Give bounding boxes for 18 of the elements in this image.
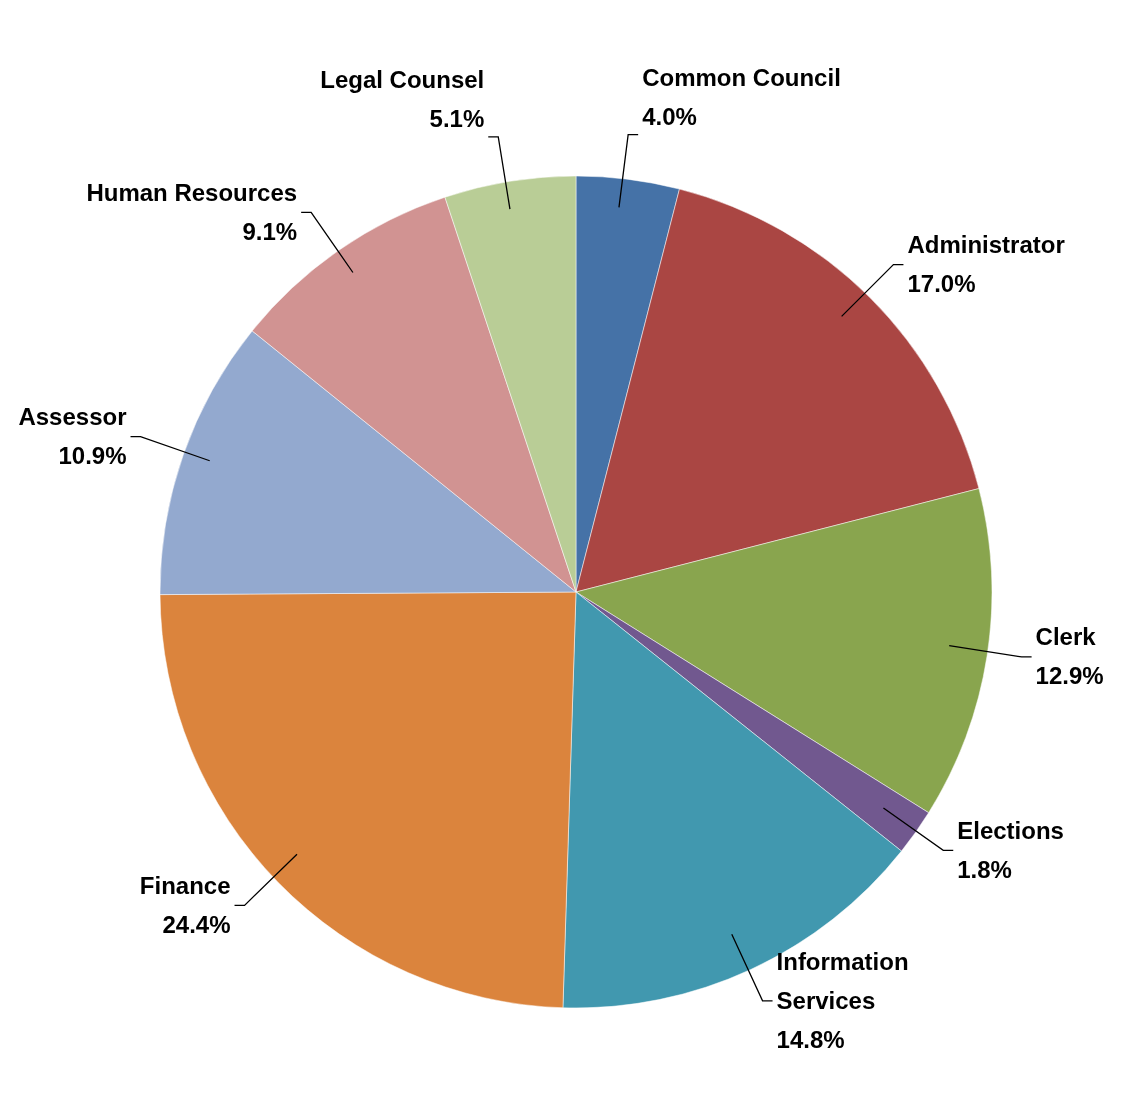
data-label: 17.0% [907,270,976,298]
data-label: 14.8% [776,1025,845,1053]
slice-label: Assessor [18,403,127,431]
slice-label: Elections [957,816,1064,844]
data-label: 12.9% [1035,662,1104,690]
data-label: 9.1% [242,217,298,245]
data-label: 10.9% [58,442,127,470]
data-label: 24.4% [162,910,231,938]
data-label: 5.1% [429,104,485,132]
slice-label: Finance [139,871,231,899]
slice-label: Clerk [1035,623,1097,651]
slice-label: Human Resources [86,178,298,206]
slice-label: Legal Counsel [320,65,485,93]
data-label: 4.0% [642,102,697,130]
data-label: 1.8% [957,855,1012,883]
slice-label: Administrator [907,231,1065,259]
slice-label: Information Services [776,947,909,1014]
slice-label: Common Council [642,63,841,91]
